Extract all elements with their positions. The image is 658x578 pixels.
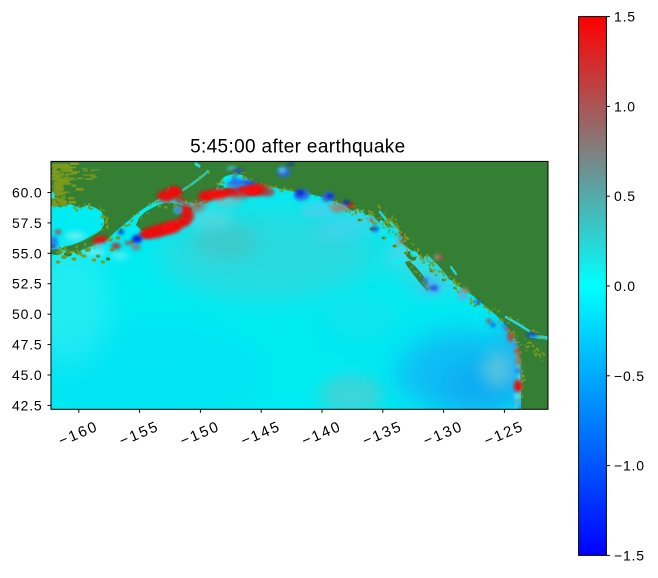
- svg-text:45.0: 45.0: [12, 367, 42, 383]
- svg-text:57.5: 57.5: [12, 215, 42, 231]
- svg-text:0.0: 0.0: [614, 278, 636, 294]
- svg-text:5:45:00 after earthquake: 5:45:00 after earthquake: [190, 137, 405, 158]
- svg-text:1.0: 1.0: [614, 98, 636, 114]
- svg-text:1.5: 1.5: [614, 9, 636, 25]
- svg-text:52.5: 52.5: [12, 276, 42, 292]
- svg-text:−1.0: −1.0: [614, 458, 645, 474]
- svg-text:55.0: 55.0: [12, 245, 42, 261]
- svg-text:47.5: 47.5: [12, 337, 42, 353]
- svg-text:42.5: 42.5: [12, 397, 42, 413]
- svg-text:50.0: 50.0: [12, 306, 42, 322]
- svg-text:−0.5: −0.5: [614, 368, 645, 384]
- svg-text:60.0: 60.0: [12, 185, 42, 201]
- svg-text:0.5: 0.5: [614, 188, 636, 204]
- svg-text:−1.5: −1.5: [614, 547, 645, 563]
